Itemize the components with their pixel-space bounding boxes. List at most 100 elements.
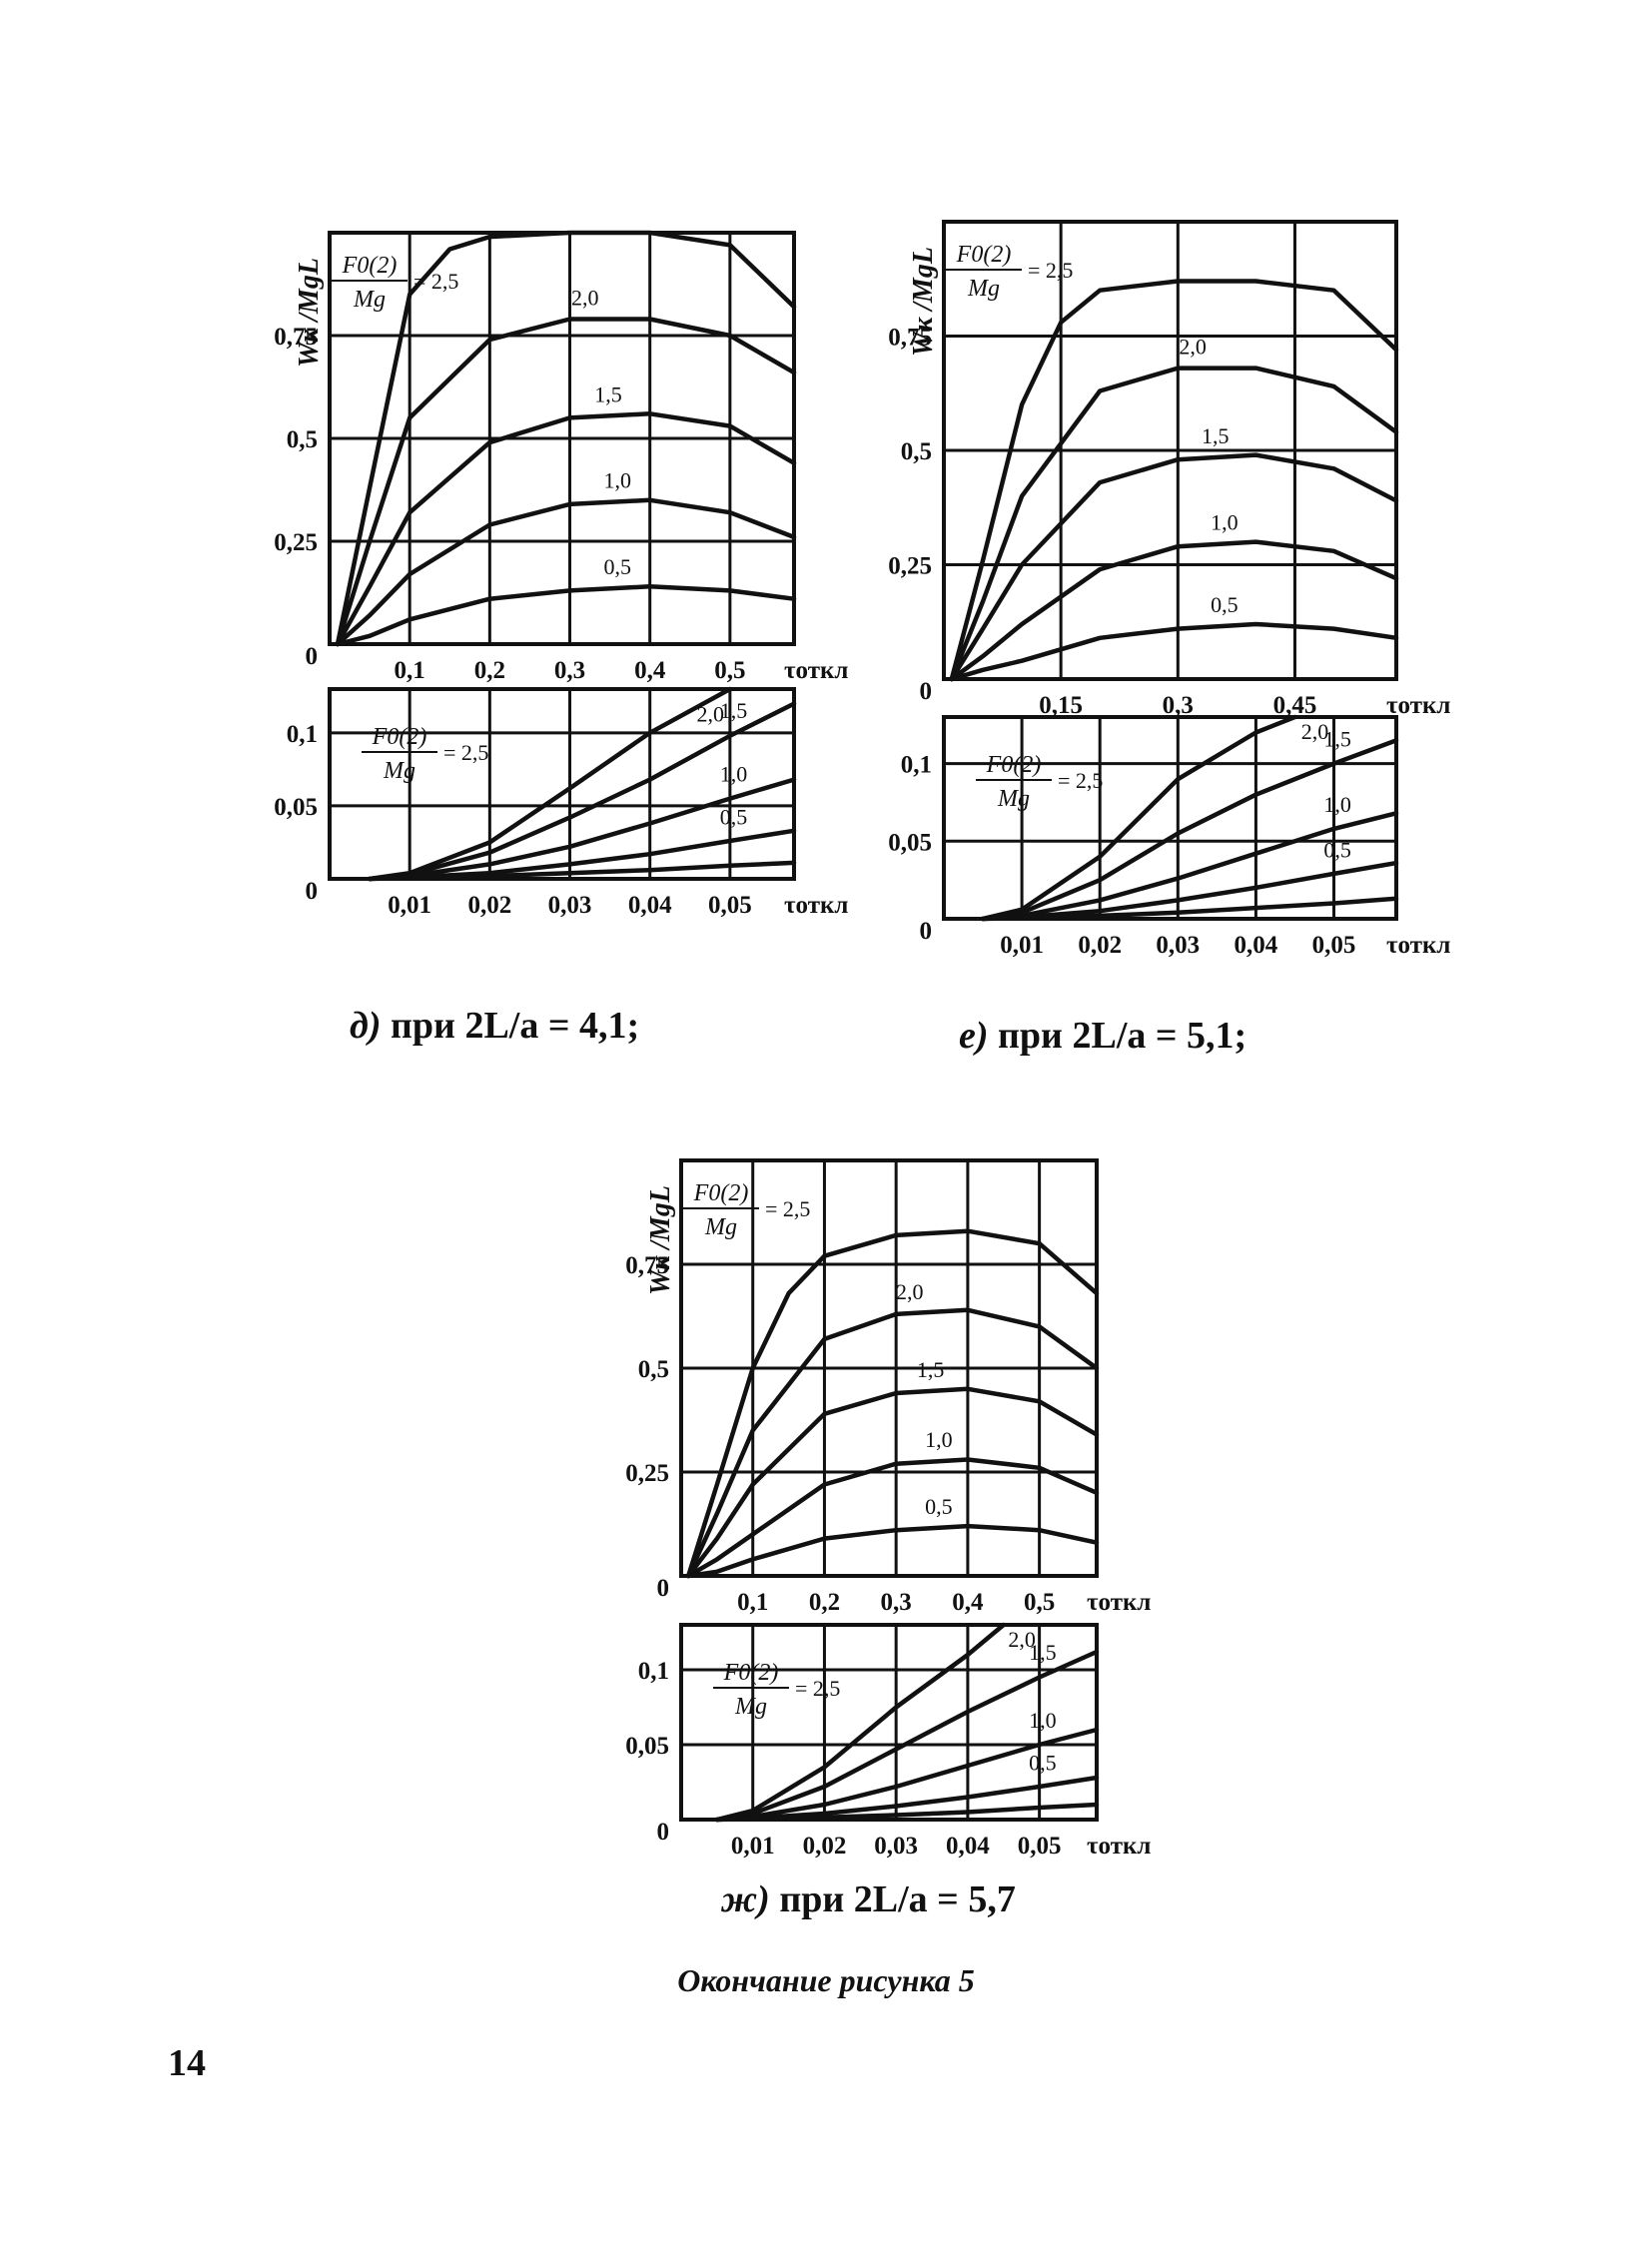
x-tick-label: 0,03 [548,892,592,919]
series-label: 1,0 [1029,1708,1057,1733]
series-label: 0,5 [604,554,632,579]
x-axis-label: τоткл [784,657,848,684]
panel-expr-d: 2L/a = 4,1; [464,1005,640,1047]
series-line [335,230,797,647]
y-tick-label: 0,1 [901,752,932,779]
series-line [949,621,1399,682]
series-line [367,860,797,882]
series-label: 1,5 [720,698,748,723]
legend-denominator: Mg [704,1214,737,1240]
x-tick-label: 0,01 [388,892,431,919]
legend-denominator: Mg [383,758,415,784]
y-tick-label: 0 [306,878,319,905]
series-line [949,279,1399,682]
x-axis-label: τоткл [1087,1833,1151,1860]
legend-numerator: F0(2) [693,1180,749,1206]
series-label: 1,0 [1211,509,1239,534]
series-label: 1,5 [917,1357,945,1382]
y-tick-label: 0 [657,1819,670,1846]
legend-equals: = 2,5 [443,740,488,765]
x-tick-label: 0,2 [474,657,505,684]
series-line [335,497,797,647]
legend-equals: = 2,5 [1028,258,1073,283]
series-line [685,1386,1100,1579]
y-tick-label: 0,5 [638,1356,669,1383]
x-tick-label: 0,4 [634,657,666,684]
x-tick-label: 0,3 [881,1589,912,1616]
series-line [714,1802,1100,1823]
series-label: 2,0 [571,286,599,311]
panel-letter-e: е) [959,1015,989,1057]
x-tick-label: 0,05 [1312,932,1356,959]
series-line [949,366,1399,682]
series-line [685,1457,1100,1579]
series-label: 0,5 [1211,592,1239,617]
series-label: 2,0 [896,1279,924,1304]
x-tick-label: 0,02 [1078,932,1122,959]
y-tick-label: 0,25 [888,553,932,580]
x-axis-label: τоткл [784,892,848,919]
legend-numerator: F0(2) [986,752,1042,778]
legend-denominator: Mg [353,287,386,313]
series-label: 0,5 [1323,837,1351,862]
panel-letter-d: д) [350,1005,382,1047]
y-tick-label: 0 [920,678,933,705]
series-label: 2,0 [1008,1627,1036,1652]
legend-numerator: F0(2) [956,242,1012,268]
plot-frame [679,1623,1099,1822]
legend-numerator: F0(2) [723,1660,779,1686]
y-tick-label: 0,1 [287,721,318,748]
y-tick-label: 0 [306,643,319,670]
series-label: 2,0 [1179,335,1207,360]
series-label: 1,5 [1029,1640,1057,1665]
series-label: 2,0 [697,702,725,727]
x-tick-label: 0,15 [1039,692,1083,719]
y-tick-label: 0,75 [274,324,318,351]
series-line [335,584,797,647]
series-line [714,1622,1007,1823]
legend-equals: = 2,5 [795,1676,840,1701]
panel-expr-zh: 2L/a = 5,7 [853,1878,1016,1920]
legend-equals: = 2,5 [413,269,458,294]
y-tick-label: 0,75 [888,325,932,352]
panel-caption-e: е) при 2L/a = 5,1; [959,1014,1246,1058]
legend-numerator: F0(2) [342,253,398,279]
x-tick-label: 0,01 [731,1833,775,1860]
panel-text-d: при [381,1005,465,1047]
x-tick-label: 0,4 [952,1589,984,1616]
series-line [714,1649,1100,1823]
panel-caption-zh: ж) при 2L/a = 5,7 [721,1877,1016,1921]
y-tick-label: 0,05 [274,794,318,821]
x-tick-label: 0,03 [1156,932,1200,959]
series-label: 0,5 [720,804,748,829]
series-label: 0,5 [925,1494,953,1519]
series-label: 1,5 [1323,726,1351,751]
series-line [980,896,1399,922]
x-axis-label: τоткл [1386,932,1450,959]
x-tick-label: 0,03 [874,1833,918,1860]
panel-text-e: при [988,1015,1073,1057]
y-axis-label: Wк /MgL [908,247,939,357]
series-line [980,714,1297,922]
series-label: 1,0 [1323,792,1351,817]
x-tick-label: 0,05 [708,892,752,919]
x-tick-label: 0,02 [803,1833,847,1860]
x-tick-label: 0,45 [1273,692,1317,719]
x-tick-label: 0,2 [809,1589,840,1616]
plot-frame [942,715,1398,921]
x-tick-label: 0,5 [714,657,745,684]
legend-denominator: Mg [997,786,1030,812]
y-axis-label: Wк /MgL [645,1185,676,1295]
y-tick-label: 0,75 [625,1252,669,1279]
y-tick-label: 0,5 [287,426,318,453]
legend-equals: = 2,5 [765,1196,810,1221]
plot-frame [942,220,1398,681]
series-line [685,1523,1100,1579]
y-axis-label: Wк /MgL [294,258,325,368]
series-line [980,738,1399,922]
x-tick-label: 0,01 [1000,932,1044,959]
series-line [949,452,1399,682]
legend-numerator: F0(2) [372,724,427,750]
x-tick-label: 0,3 [1163,692,1194,719]
x-tick-label: 0,04 [1235,932,1278,959]
